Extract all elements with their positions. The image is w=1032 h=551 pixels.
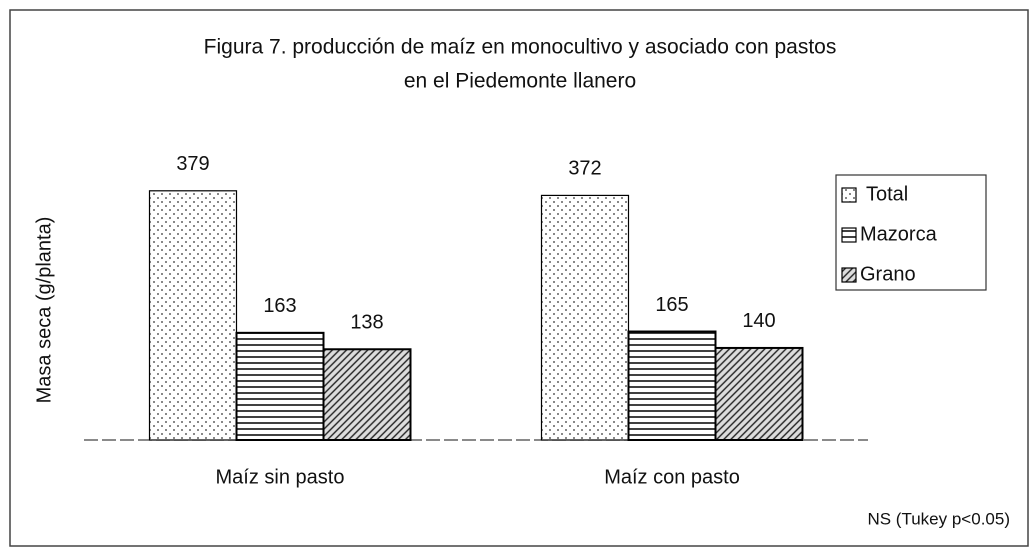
legend-label: Grano [860,263,916,285]
frame [9,9,1029,547]
chart-title: en el Piedemonte llanero [404,70,636,93]
value-label: 165 [655,294,688,316]
value-label: 163 [263,295,296,317]
bar [148,190,238,441]
bar [540,194,630,441]
bar [235,331,325,442]
value-label: 372 [568,158,601,180]
value-label: 379 [176,153,209,175]
x-tick-label: Maíz sin pasto [216,466,345,488]
legend-label: Total [866,183,908,205]
legend-label: Mazorca [860,223,938,245]
bar [714,346,804,442]
bar [627,330,717,442]
bar [322,348,412,442]
legend-swatch [841,227,857,243]
x-tick-label: Maíz con pasto [604,466,740,488]
legend-swatch [841,187,857,203]
legend-box [835,174,987,291]
y-axis-label: Masa seca (g/planta) [33,217,55,404]
annotation: NS (Tukey p<0.05) [867,509,1010,528]
value-label: 140 [742,310,775,332]
legend-swatch [841,267,857,283]
chart-title: Figura 7. producción de maíz en monocult… [204,36,837,59]
value-label: 138 [350,312,383,334]
